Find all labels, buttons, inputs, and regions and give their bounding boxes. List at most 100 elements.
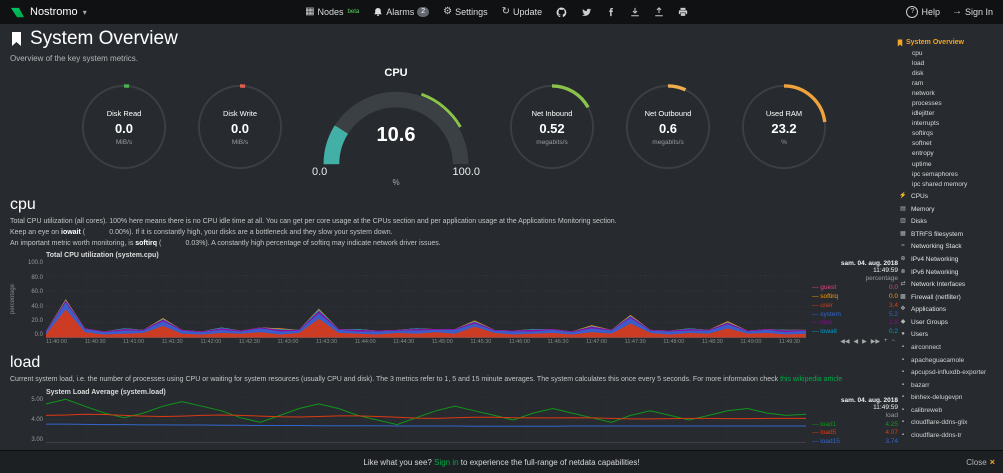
sidebar-app-binhex-delugevpn[interactable]: ▪ binhex-delugevpn <box>897 393 1000 403</box>
sidebar-item-system-overview[interactable]: System Overview <box>897 38 1000 49</box>
sidebar-section-btrfs-filesystem[interactable]: ▦ BTRFS filesystem <box>900 230 964 238</box>
sidebar-section-networking-stack[interactable]: ≈ Networking Stack <box>897 242 1000 252</box>
sidebar-app-apcupsd-influxdb-exporter[interactable]: ▪ apcupsd-influxdb-exporter <box>897 368 1000 378</box>
sidebar-app-cloudflare-ddns-glix[interactable]: ▪ cloudflare-ddns-glix <box>897 418 1000 428</box>
gauge-net-outbound[interactable]: Net Outbound 0.6 megabits/s <box>623 82 713 172</box>
legend-row-user[interactable]: — user 3.4 <box>812 302 898 311</box>
legend-row-nice[interactable]: — nice 1.8 <box>812 319 898 328</box>
sidebar-item-uptime[interactable]: uptime <box>912 160 932 168</box>
legend-value: 0.0 <box>888 293 898 301</box>
legend-row-load5[interactable]: — load5 4.07 <box>812 429 898 438</box>
sidebar-section-users[interactable]: ● Users <box>897 330 1000 340</box>
y-tick: 40.0 <box>31 303 43 310</box>
softirq-value: 0.03% <box>185 240 206 248</box>
sidebar-item-ipc-shared-memory[interactable]: ipc shared memory <box>912 180 968 188</box>
legend-row-softirq[interactable]: — softirq 0.0 <box>812 293 898 302</box>
sidebar-item-ram[interactable]: ram <box>912 80 924 88</box>
sidebar-item-ipc-semaphores[interactable]: ipc semaphores <box>912 170 958 178</box>
legend-row-system[interactable]: — system 5.2 <box>812 311 898 320</box>
y-tick: 5.00 <box>31 396 43 403</box>
alarm-count-badge: 2 <box>417 7 430 17</box>
x-tick: 11:48:30 <box>701 339 723 346</box>
sidebar-section-user-groups[interactable]: ◆ User Groups <box>900 318 948 326</box>
sidebar-app-apacheguacamole[interactable]: ▪ apacheguacamole <box>897 356 1000 366</box>
legend-row-guest[interactable]: — guest 0.0 <box>812 284 898 293</box>
chart-toolbar-button[interactable]: − <box>891 338 895 345</box>
gauge-value: 0.6 <box>658 120 678 136</box>
sidebar-section-memory[interactable]: ▤ Memory <box>900 205 935 213</box>
load-chart-title: System Load Average (system.load) <box>46 388 166 396</box>
update-button[interactable]: ↻ Update <box>501 6 543 18</box>
twitter-button[interactable] <box>581 7 592 18</box>
sidebar-section-applications[interactable]: ❖ Applications <box>900 306 947 314</box>
gauge-disk-read[interactable]: Disk Read 0.0 MiB/s <box>79 82 169 172</box>
y-tick: 80.0 <box>31 274 43 281</box>
x-tick: 11:44:00 <box>354 339 376 346</box>
sign-in-icon: → <box>951 6 962 17</box>
legend-value: 4.25 <box>885 420 898 428</box>
load-chart-plot[interactable] <box>46 397 806 443</box>
legend-row-iowait[interactable]: — iowait 0.2 <box>812 328 898 337</box>
wikipedia-link[interactable]: this wikipedia article <box>780 376 843 384</box>
topbar-menu: ▦ Nodes beta Alarms 2 ⚙ Settings ↻ Updat… <box>305 7 688 18</box>
nodes-button[interactable]: ▦ Nodes beta <box>305 6 360 18</box>
legend-row-load15[interactable]: — load15 3.74 <box>812 438 898 447</box>
github-button[interactable] <box>556 7 567 18</box>
sidebar-item-entropy[interactable]: entropy <box>912 150 934 158</box>
gear-icon: ⚙ <box>443 6 453 17</box>
node-selector[interactable]: Nostromo ▾ <box>10 5 87 20</box>
settings-button[interactable]: ⚙ Settings <box>443 6 488 18</box>
sidebar-item-softnet[interactable]: softnet <box>912 140 932 148</box>
x-tick: 11:43:00 <box>277 339 299 346</box>
cpu-gauge-arc <box>323 91 469 165</box>
sidebar-item-network[interactable]: network <box>912 90 935 98</box>
sidebar-app-bazarr[interactable]: ▪ bazarr <box>897 381 1000 391</box>
sidebar-app-airconnect[interactable]: ▪ airconnect <box>897 343 1000 353</box>
cpu-gauge-threshold <box>420 92 462 128</box>
sidebar-item-processes[interactable]: processes <box>912 100 942 108</box>
chart-toolbar-button[interactable]: ◀◀ <box>840 339 850 346</box>
page-subtitle: Overview of the key system metrics. <box>10 54 139 63</box>
sidebar-item-interrupts[interactable]: interrupts <box>912 120 940 128</box>
cpu-gauge[interactable]: CPU 10.6 0.0 100.0 % <box>311 67 481 187</box>
app-icon: ▪ <box>901 343 905 350</box>
print-button[interactable] <box>678 7 688 17</box>
help-button[interactable]: ? Help <box>906 6 940 18</box>
sidebar-app-cloudflare-ddns-tr[interactable]: ▪ cloudflare-ddns-tr <box>897 431 1000 441</box>
sidebar-section-disks[interactable]: ▥ Disks <box>900 218 927 226</box>
chart-toolbar-button[interactable]: + <box>883 338 888 345</box>
page-head: System Overview <box>10 28 898 50</box>
sidebar-section-network-interfaces[interactable]: ⇄ Network Interfaces <box>900 281 966 289</box>
sidebar-item-softirqs[interactable]: softirqs <box>912 130 933 138</box>
chart-toolbar-button[interactable]: ▶ <box>862 339 867 346</box>
btrfs-icon: ▦ <box>900 230 906 237</box>
sidebar-item-disk[interactable]: disk <box>912 69 924 77</box>
facebook-button[interactable] <box>606 7 616 17</box>
gauge-value: 0.0 <box>230 120 250 136</box>
sidebar-item-idlejitter[interactable]: idlejitter <box>912 110 935 118</box>
gauge-unit: megabits/s <box>652 138 684 146</box>
sidebar-section-cpus[interactable]: ⚡ CPUs <box>899 193 928 201</box>
x-tick: 11:49:30 <box>778 339 800 346</box>
sidebar-section-ipv4-networking[interactable]: ⊕ IPv4 Networking <box>900 256 959 264</box>
import-snapshot-button[interactable] <box>630 7 640 17</box>
sidebar-section-ipv6-networking[interactable]: ⊗ IPv6 Networking <box>900 268 959 276</box>
close-banner-button[interactable]: Close × <box>966 457 995 467</box>
sidebar-item-cpu[interactable]: cpu <box>912 49 923 57</box>
legend-name: — guest <box>812 284 837 292</box>
legend-row-load1[interactable]: — load1 4.25 <box>812 421 898 430</box>
disk-icon: ▥ <box>900 218 906 225</box>
sign-in-button[interactable]: → Sign In <box>951 6 993 18</box>
gauge-disk-write[interactable]: Disk Write 0.0 MiB/s <box>195 82 285 172</box>
chart-toolbar-button[interactable]: ▶▶ <box>870 339 880 346</box>
sidebar-item-load[interactable]: load <box>912 59 925 67</box>
cpu-chart-plot[interactable] <box>46 260 806 339</box>
sign-in-link[interactable]: Sign in <box>434 457 459 467</box>
sidebar-app-calibreweb[interactable]: ▪ calibreweb <box>897 406 1000 416</box>
chart-toolbar-button[interactable]: ◀ <box>853 339 859 346</box>
alarms-button[interactable]: Alarms 2 <box>373 7 430 17</box>
gauge-used-ram[interactable]: Used RAM 23.2% <box>739 82 829 172</box>
export-snapshot-button[interactable] <box>654 7 664 17</box>
gauge-net-inbound[interactable]: Net Inbound 0.52 megabits/s <box>507 82 597 172</box>
sidebar-section-firewall-netfilter-[interactable]: ▩ Firewall (netfilter) <box>900 293 961 301</box>
